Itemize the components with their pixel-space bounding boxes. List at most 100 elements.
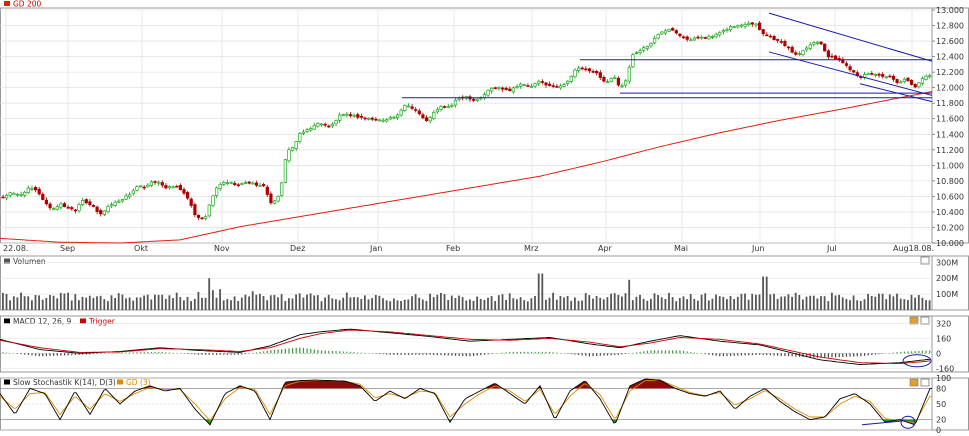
volume-bar bbox=[183, 300, 185, 310]
volume-bar bbox=[411, 296, 413, 310]
volume-bar bbox=[371, 298, 373, 310]
volume-bar bbox=[838, 294, 840, 310]
volume-bar bbox=[675, 301, 678, 310]
candle bbox=[81, 197, 85, 207]
candle bbox=[692, 36, 696, 41]
volume-bar bbox=[266, 300, 269, 310]
candle bbox=[718, 30, 722, 38]
volume-bar bbox=[230, 300, 232, 310]
candle-body bbox=[884, 76, 888, 79]
volume-bar bbox=[110, 295, 113, 310]
candle bbox=[783, 39, 787, 47]
volume-bar bbox=[34, 295, 37, 310]
volume-bar bbox=[403, 299, 406, 310]
volume-bar bbox=[574, 297, 576, 310]
candle bbox=[424, 115, 429, 122]
candle-body bbox=[280, 182, 284, 196]
candle-body bbox=[117, 200, 121, 203]
stoch-y-tick-label: 20 bbox=[936, 416, 946, 425]
volume-bar bbox=[295, 294, 297, 310]
volume-bar bbox=[682, 296, 685, 310]
candle bbox=[124, 193, 128, 200]
volume-bar bbox=[678, 298, 681, 310]
candle-body bbox=[895, 79, 899, 84]
volume-bar bbox=[396, 300, 399, 310]
candle-body bbox=[269, 193, 273, 204]
volume-bar bbox=[284, 301, 287, 310]
candle bbox=[772, 34, 776, 41]
candle bbox=[841, 57, 845, 64]
candle-body bbox=[631, 54, 635, 68]
volume-bar bbox=[447, 300, 450, 310]
candle bbox=[674, 29, 678, 35]
volume-bar bbox=[537, 273, 540, 310]
candle-body bbox=[99, 210, 103, 215]
candle-body bbox=[359, 116, 364, 118]
candle bbox=[870, 70, 874, 76]
gd200-line bbox=[0, 91, 933, 244]
candle bbox=[761, 28, 765, 37]
volume-bar bbox=[382, 298, 384, 310]
volume-bar bbox=[226, 298, 229, 310]
candle-body bbox=[823, 43, 827, 52]
volume-bar bbox=[617, 294, 620, 310]
volume-bar bbox=[733, 299, 735, 310]
candle bbox=[377, 119, 382, 122]
x-tick-label: Jan bbox=[369, 244, 382, 253]
candle-body bbox=[830, 55, 834, 58]
candle-body bbox=[233, 183, 237, 185]
volume-bar bbox=[715, 294, 717, 310]
candle bbox=[48, 202, 52, 211]
volume-bar bbox=[863, 299, 866, 310]
candle-body bbox=[902, 78, 906, 82]
price-y-tick-label: 12.600 bbox=[936, 37, 964, 46]
volume-bar bbox=[885, 299, 888, 310]
candle-body bbox=[522, 84, 526, 86]
candle-body bbox=[920, 78, 925, 84]
candle bbox=[171, 185, 175, 189]
volume-bar bbox=[175, 292, 178, 310]
candle bbox=[917, 81, 921, 89]
candle-body bbox=[131, 190, 135, 194]
candle-body bbox=[330, 123, 335, 127]
candle bbox=[555, 84, 559, 88]
volume-bar bbox=[114, 298, 116, 310]
candle-body bbox=[605, 81, 610, 83]
x-tick-label: Okt bbox=[134, 244, 148, 253]
candle-body bbox=[193, 204, 197, 216]
volume-bar bbox=[834, 295, 837, 310]
legend-gd200-label: GD 200 bbox=[13, 0, 42, 9]
volume-bar bbox=[856, 300, 859, 310]
candle bbox=[804, 45, 809, 52]
volume-bar bbox=[490, 296, 493, 310]
volume-bar bbox=[345, 292, 348, 310]
candle-body bbox=[529, 85, 534, 88]
volume-bar bbox=[577, 300, 580, 310]
candle-body bbox=[381, 119, 385, 122]
candle-body bbox=[471, 98, 476, 101]
volume-bar bbox=[92, 297, 95, 310]
candle bbox=[62, 202, 67, 208]
candle bbox=[522, 83, 526, 86]
volume-bar bbox=[306, 294, 308, 310]
candle-body bbox=[562, 84, 566, 87]
candle-body bbox=[627, 66, 631, 82]
volume-bar bbox=[78, 300, 80, 310]
volume-bar bbox=[729, 296, 732, 310]
volume-swatch bbox=[4, 258, 10, 264]
candle-body bbox=[312, 125, 316, 130]
candle-body bbox=[584, 68, 588, 71]
candle bbox=[551, 82, 555, 89]
volume-bar bbox=[711, 298, 714, 310]
candle bbox=[765, 32, 769, 37]
volume-bar bbox=[888, 294, 891, 310]
candle-body bbox=[261, 184, 266, 187]
candle-body bbox=[848, 66, 852, 71]
candle-body bbox=[765, 34, 769, 37]
volume-bar bbox=[233, 296, 236, 310]
candle-body bbox=[794, 52, 798, 55]
candle-body bbox=[309, 128, 313, 131]
volume-bar bbox=[820, 296, 822, 310]
candle bbox=[663, 28, 668, 36]
candle bbox=[26, 185, 30, 194]
